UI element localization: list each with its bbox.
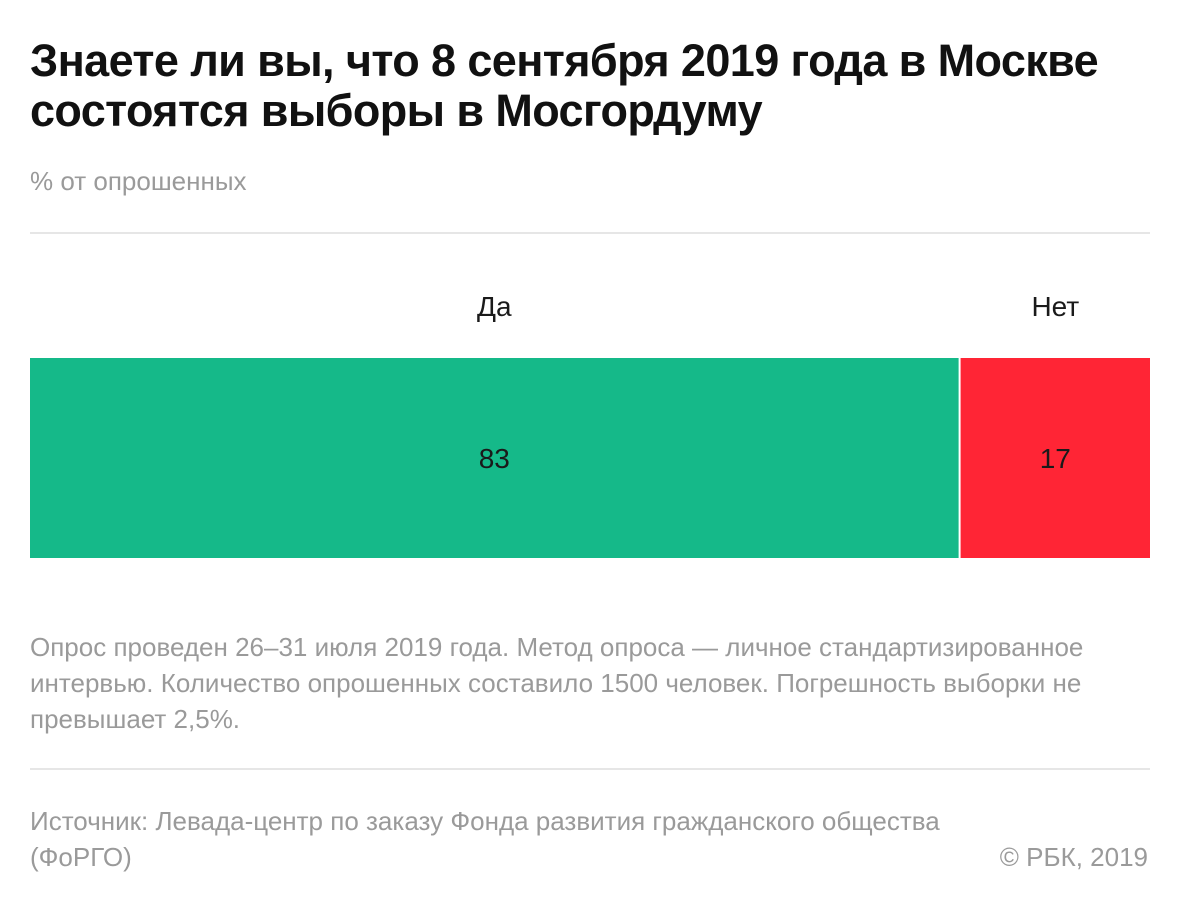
bar-segment-1 — [30, 358, 959, 558]
stacked-bar-chart: Да 83 Нет 17 — [30, 291, 1150, 558]
top-divider — [30, 232, 1150, 234]
chart-title: Знаете ли вы, что 8 сентября 2019 года в… — [30, 35, 1099, 136]
copyright-text: © РБК, 2019 — [999, 842, 1148, 872]
value-label-1: 83 — [479, 443, 510, 474]
bottom-divider — [30, 768, 1150, 770]
survey-note: Опрос проведен 26–31 июля 2019 года. Мет… — [30, 632, 1084, 734]
bar-segment-2 — [960, 358, 1150, 558]
category-label-1: Да — [477, 291, 512, 322]
category-label-2: Нет — [1031, 291, 1079, 322]
value-label-2: 17 — [1040, 443, 1071, 474]
chart-subtitle: % от опрошенных — [30, 166, 247, 196]
source-text: Источник: Левада-центр по заказу Фонда р… — [30, 806, 940, 872]
